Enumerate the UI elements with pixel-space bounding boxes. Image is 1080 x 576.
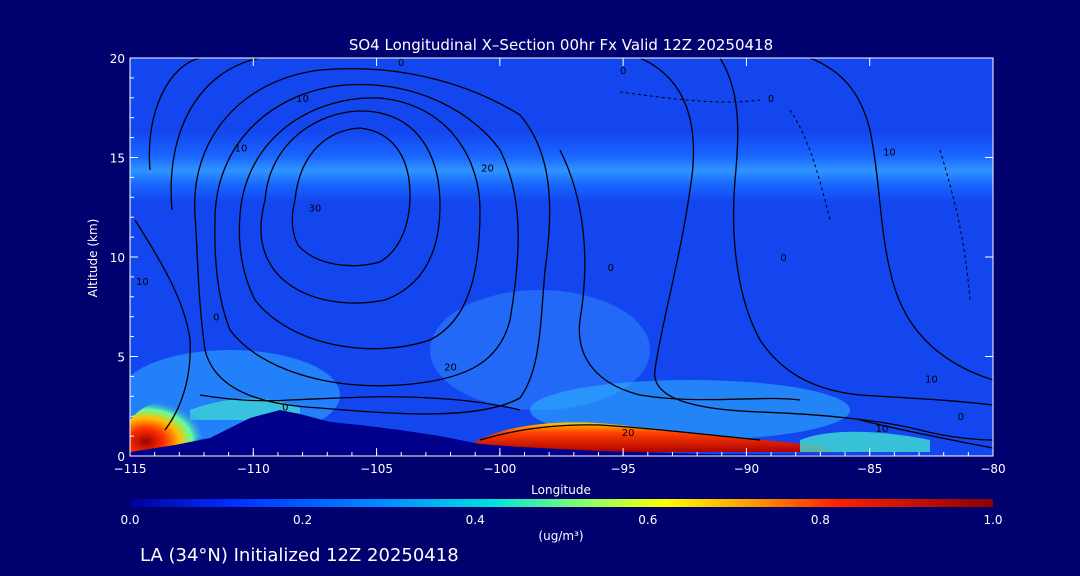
contour-label: 0 — [780, 253, 786, 264]
contour-line — [194, 67, 551, 415]
contour-line — [170, 58, 801, 401]
colorbar-tick-label: 0.2 — [293, 513, 312, 527]
contour-label: 0 — [958, 412, 964, 423]
x-tick-label: −90 — [734, 462, 759, 476]
y-tick-label: 0 — [117, 450, 125, 464]
contour-lines — [134, 58, 993, 449]
colorbar-tick-label: 1.0 — [983, 513, 1002, 527]
y-axis: 0 5 10 15 20 — [110, 52, 993, 464]
chart-title: SO4 Longitudinal X–Section 00hr Fx Valid… — [349, 36, 773, 54]
colorbar-tick-label: 0.6 — [638, 513, 657, 527]
contour-label: 0 — [768, 94, 774, 105]
colorbar-tick-label: 0.4 — [466, 513, 485, 527]
x-tick-label: −85 — [857, 462, 882, 476]
contour-line — [260, 110, 441, 304]
y-tick-label: 15 — [110, 152, 125, 166]
cyan-fringe-east — [800, 431, 930, 452]
contour-line — [238, 97, 481, 350]
contour-line — [148, 58, 993, 441]
colorbar — [130, 499, 993, 507]
contour-line — [619, 91, 761, 103]
surface-high-concentration-band — [470, 422, 830, 452]
mid-plume — [430, 290, 650, 410]
colorbar-tick-label: 0.0 — [120, 513, 139, 527]
x-tick-label: −95 — [610, 462, 635, 476]
contour-line — [199, 394, 521, 411]
x-axis-label: Longitude — [531, 483, 591, 497]
contour-line — [134, 219, 191, 431]
contour-line — [939, 149, 971, 301]
x-tick-label: −105 — [360, 462, 393, 476]
contour-label: 0 — [608, 263, 614, 274]
contour-label: 0 — [213, 313, 219, 324]
contour-label: 10 — [876, 424, 889, 435]
colorbar-tick-label: 0.8 — [811, 513, 830, 527]
contour-line — [214, 83, 519, 387]
contour-label: 0 — [282, 402, 288, 413]
terrain — [130, 410, 993, 456]
contour-line — [809, 58, 993, 381]
surface-high-concentration-west — [130, 401, 208, 455]
contour-label: 10 — [925, 374, 938, 385]
y-tick-label: 20 — [110, 52, 125, 66]
y-axis-label: Altitude (km) — [86, 219, 100, 298]
contour-line — [859, 419, 993, 449]
contour-line — [789, 109, 831, 221]
contour-label: 30 — [309, 203, 322, 214]
contour-label: 10 — [296, 94, 309, 105]
plot-area — [130, 58, 993, 456]
x-axis: −115 −110 −105 −100 −95 −90 −85 −80 — [114, 58, 1006, 476]
contour-label: 20 — [444, 362, 457, 373]
x-tick-label: −110 — [237, 462, 270, 476]
location-init-text: LA (34°N) Initialized 12Z 20250418 — [140, 545, 459, 566]
contour-label: 20 — [481, 163, 494, 174]
contour-line — [719, 58, 993, 406]
y-tick-label: 10 — [110, 251, 125, 265]
contour-label: 10 — [883, 148, 896, 159]
contour-label: 10 — [235, 144, 248, 155]
contour-line — [291, 127, 411, 267]
contour-line — [479, 424, 761, 441]
contour-label: 20 — [622, 428, 635, 439]
contour-label: 0 — [620, 66, 626, 77]
contour-label: 0 — [398, 58, 404, 69]
colorbar-ticks: 0.0 0.2 0.4 0.6 0.8 1.0 — [120, 513, 1002, 527]
x-tick-label: −115 — [114, 462, 147, 476]
x-tick-label: −100 — [483, 462, 516, 476]
upper-concentration-band — [130, 132, 993, 202]
x-tick-label: −80 — [980, 462, 1005, 476]
contour-labels: 0 0 0 10 10 20 30 0 0 10 0 20 0 20 10 0 10 10 — [136, 58, 964, 439]
colorbar-unit-label: (ug/m³) — [538, 529, 583, 543]
y-tick-label: 5 — [117, 351, 125, 365]
contour-label: 10 — [136, 277, 149, 288]
